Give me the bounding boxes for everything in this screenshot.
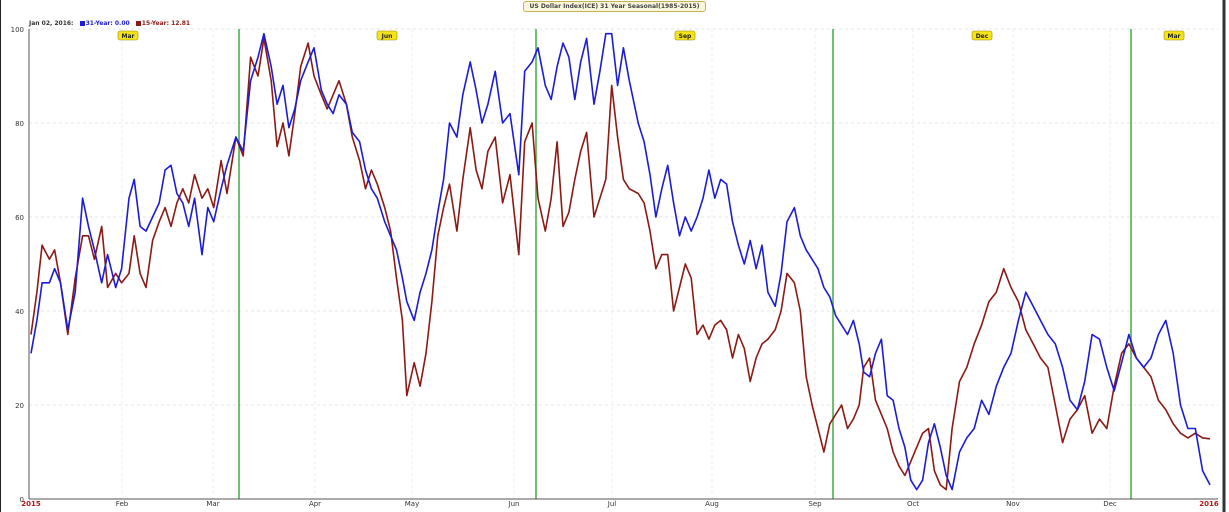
- x-tick-label: Sep: [808, 500, 822, 508]
- y-tick-label: 100: [11, 26, 24, 34]
- x-tick-label: Oct: [907, 500, 919, 508]
- quarter-badge-label: Mar: [122, 33, 135, 40]
- x-tick-label: Aug: [705, 500, 719, 508]
- x-tick-label: Jul: [607, 500, 617, 508]
- quarter-badge: Jun: [376, 30, 398, 41]
- quarter-badge-label: Sep: [679, 33, 692, 40]
- series-lines: [30, 32, 1211, 491]
- quarter-markers: [238, 29, 1132, 499]
- quarter-badge: Sep: [674, 30, 696, 41]
- quarter-badge-label: Mar: [1168, 33, 1181, 40]
- quarter-badge: Mar: [1163, 30, 1185, 41]
- x-tick-label: Nov: [1006, 500, 1020, 508]
- x-tick-label: Apr: [309, 500, 321, 508]
- y-axis-labels: 0 20 40 60 80 100: [11, 26, 24, 504]
- legend: Jan 02, 2016: 31-Year: 0.00 15-Year: 12.…: [29, 19, 190, 29]
- x-tick-label: Dec: [1103, 500, 1117, 508]
- y-tick-label: 40: [15, 308, 24, 316]
- legend-swatch-31-year: [79, 21, 85, 26]
- y-tick-label: 80: [15, 120, 24, 128]
- series-line-31-year: [30, 32, 1211, 491]
- legend-label-15-year: 15-Year: 12.81: [141, 20, 191, 27]
- x-tick-label: 2015: [21, 500, 41, 508]
- quarter-badge-box: [1163, 30, 1185, 41]
- quarter-badge-label: Jun: [381, 33, 393, 40]
- series-line-15-year: [30, 37, 1211, 491]
- x-tick-label: May: [405, 500, 419, 508]
- quarter-badge: Dec: [971, 30, 993, 41]
- legend-label-31-year: 31-Year: 0.00: [85, 20, 130, 27]
- legend-swatch-15-year: [135, 21, 141, 26]
- x-axis-labels: 2015 Feb Mar Apr May Jun Jul Aug Sep Oct Nov Dec 201…: [21, 500, 1219, 508]
- chart-title: US Dollar Index(ICE) 31 Year Seasonal(19…: [523, 1, 706, 12]
- x-tick-label: Jun: [508, 500, 520, 508]
- quarter-badge-box: [971, 30, 993, 41]
- y-tick-label: 0: [20, 496, 24, 504]
- quarter-badges: Mar Jun Sep Dec Mar: [117, 30, 1185, 41]
- quarter-badge-box: [376, 30, 398, 41]
- y-tick-label: 20: [15, 402, 24, 410]
- quarter-badge: Mar: [117, 30, 139, 41]
- x-tick-label: Feb: [116, 500, 129, 508]
- legend-date: Jan 02, 2016:: [29, 20, 74, 27]
- x-tick-label: 2016: [1199, 500, 1219, 508]
- quarter-badge-box: [674, 30, 696, 41]
- gridlines: [29, 28, 1218, 499]
- quarter-badge-box: [117, 30, 139, 41]
- y-tick-label: 60: [15, 214, 24, 222]
- quarter-badge-label: Dec: [976, 33, 989, 40]
- x-tick-label: Mar: [206, 500, 219, 508]
